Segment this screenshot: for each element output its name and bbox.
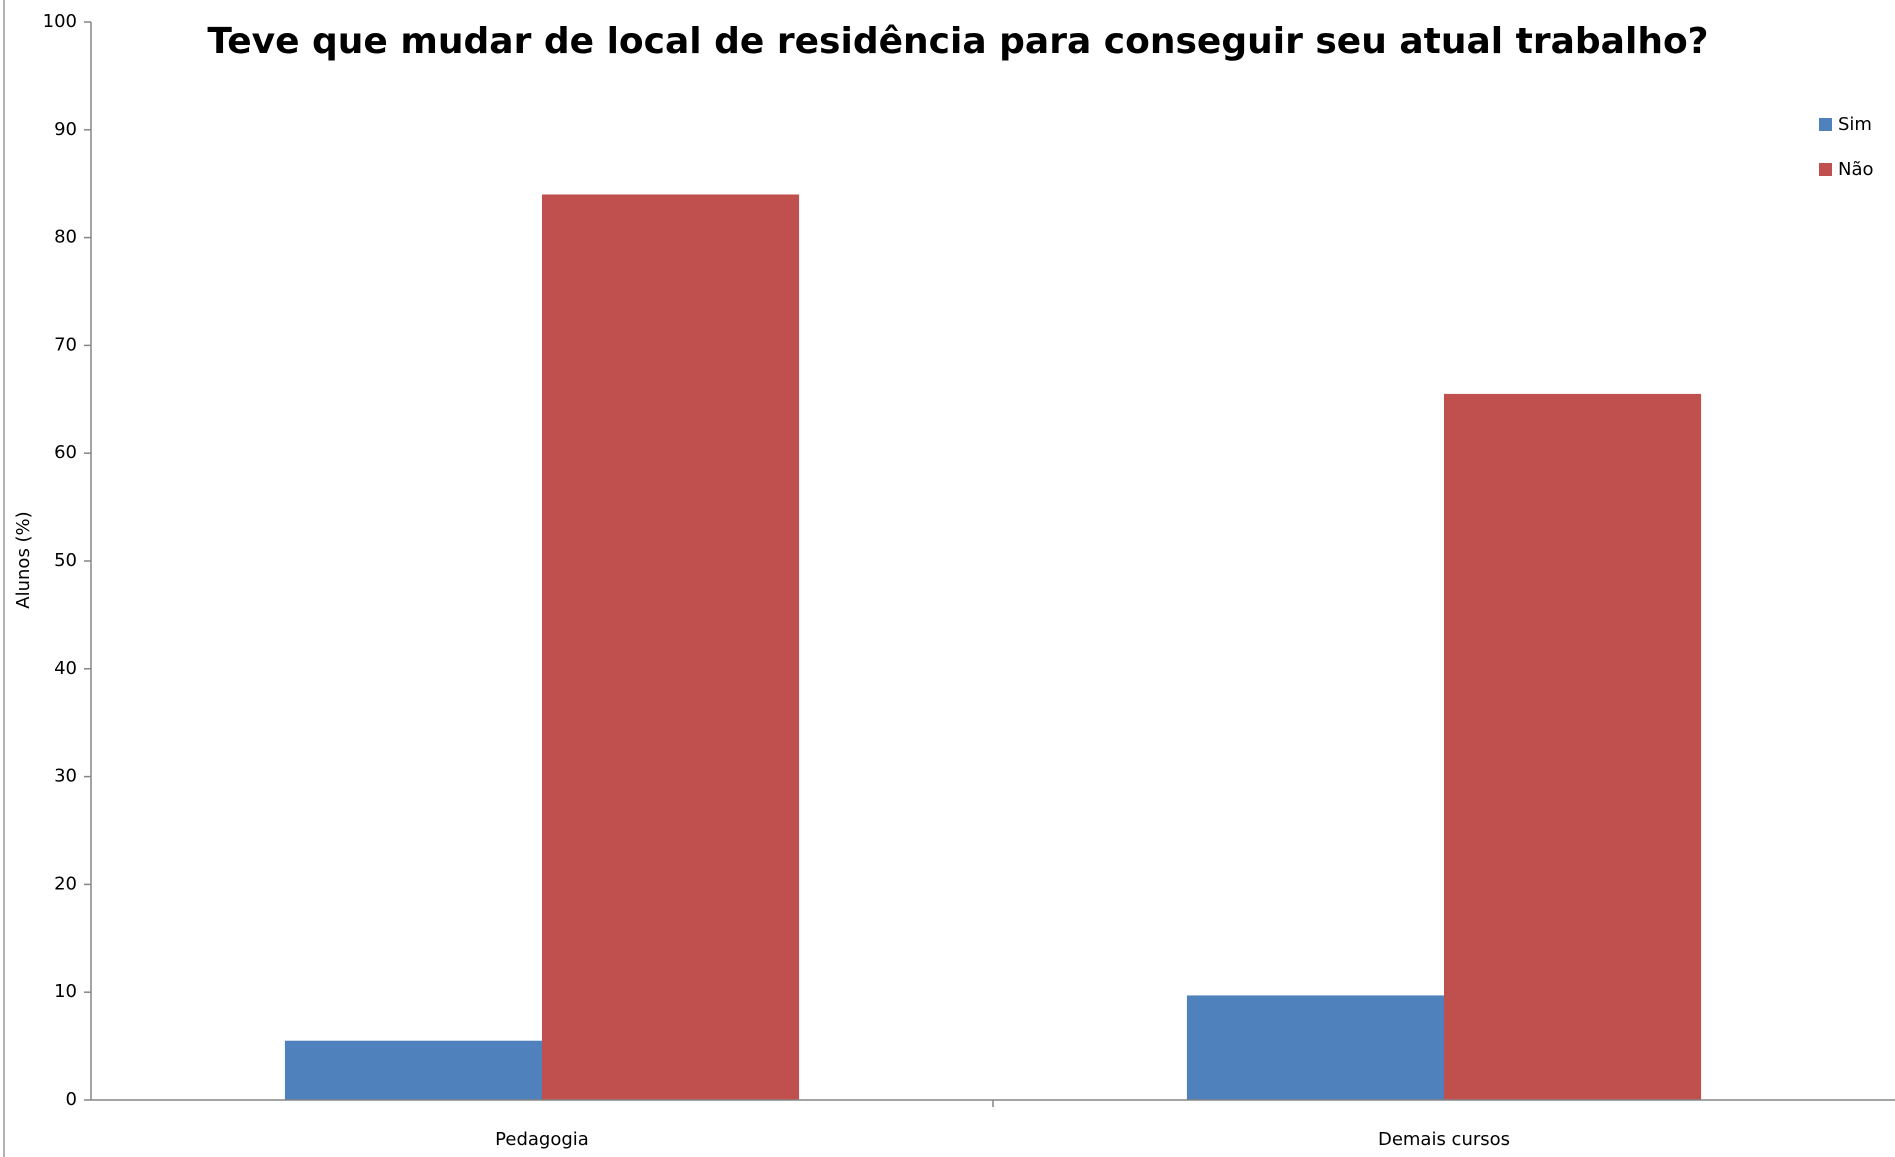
chart-title: Teve que mudar de local de residência pa… xyxy=(207,21,1708,62)
y-tick-label: 20 xyxy=(54,873,77,894)
legend-label: Não xyxy=(1838,159,1874,180)
y-tick-label: 90 xyxy=(54,119,77,140)
y-tick-label: 30 xyxy=(54,766,77,787)
bar xyxy=(1444,393,1702,1100)
y-tick-label: 60 xyxy=(54,442,77,463)
x-tick-label: Demais cursos xyxy=(1378,1129,1510,1150)
y-tick-label: 0 xyxy=(66,1089,77,1110)
y-tick-label: 40 xyxy=(54,658,77,679)
bar xyxy=(1186,995,1444,1100)
y-tick-label: 70 xyxy=(54,334,77,355)
y-tick-label: 100 xyxy=(43,11,77,32)
y-tick-label: 10 xyxy=(54,981,77,1002)
legend-swatch xyxy=(1819,118,1832,131)
legend-swatch xyxy=(1819,163,1832,176)
x-tick-label: Pedagogia xyxy=(495,1129,589,1150)
y-tick-label: 50 xyxy=(54,550,77,571)
legend-label: Sim xyxy=(1838,114,1872,135)
y-axis-label: Alunos (%) xyxy=(13,511,34,608)
y-tick-label: 80 xyxy=(54,227,77,248)
bar xyxy=(284,1040,542,1100)
bar xyxy=(542,194,800,1101)
